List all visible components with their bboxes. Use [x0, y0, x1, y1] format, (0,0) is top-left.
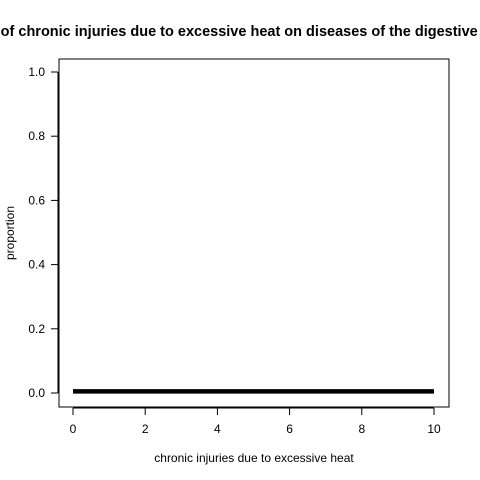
y-axis: 0.0 0.2 0.4 0.6 0.8 1.0 [28, 65, 59, 400]
y-tick-label: 0.2 [28, 322, 45, 336]
x-tick-label: 0 [70, 422, 77, 436]
x-tick-label: 4 [214, 422, 221, 436]
x-axis-label: chronic injuries due to excessive heat [154, 451, 354, 465]
chart-title: Effects of chronic injuries due to exces… [0, 24, 480, 40]
y-tick-label: 0.0 [28, 386, 45, 400]
y-axis-label: proportion [3, 206, 17, 260]
x-tick-label: 8 [358, 422, 365, 436]
y-tick-label: 0.8 [28, 129, 45, 143]
y-tick-label: 1.0 [28, 65, 45, 79]
plot-box [58, 58, 450, 408]
y-tick-label: 0.6 [28, 193, 45, 207]
y-tick-label: 0.4 [28, 258, 45, 272]
x-axis: 0 2 4 6 8 10 [70, 407, 441, 436]
x-tick-label: 6 [286, 422, 293, 436]
plot-area [58, 58, 450, 408]
x-tick-label: 10 [427, 422, 441, 436]
x-tick-label: 2 [142, 422, 149, 436]
